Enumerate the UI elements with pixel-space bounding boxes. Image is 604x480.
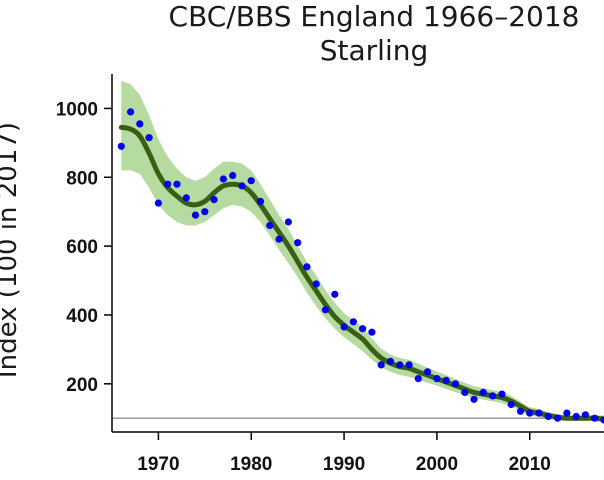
data-point bbox=[219, 175, 227, 183]
y-axis-ticks: 200 400 600 800 1000 bbox=[56, 99, 112, 396]
data-point bbox=[136, 120, 144, 128]
data-point bbox=[405, 361, 413, 369]
data-point bbox=[461, 388, 469, 396]
data-point bbox=[191, 211, 200, 219]
data-point bbox=[154, 199, 162, 207]
y-tick-label: 200 bbox=[66, 375, 98, 396]
data-point bbox=[266, 221, 274, 230]
data-point bbox=[321, 306, 330, 314]
data-point bbox=[294, 239, 302, 247]
data-point bbox=[312, 280, 320, 288]
data-point bbox=[498, 390, 506, 398]
data-point bbox=[359, 325, 367, 333]
x-tick-label: 1990 bbox=[323, 454, 365, 475]
data-point bbox=[489, 392, 497, 400]
data-point bbox=[303, 263, 311, 271]
data-point bbox=[526, 409, 534, 417]
x-tick-label: 2000 bbox=[416, 454, 458, 475]
data-point bbox=[554, 414, 562, 422]
data-point bbox=[535, 409, 543, 417]
data-point bbox=[145, 134, 153, 142]
data-point bbox=[424, 368, 432, 376]
y-tick-label: 400 bbox=[66, 306, 98, 327]
data-point bbox=[201, 208, 209, 216]
data-point bbox=[414, 375, 422, 383]
data-point bbox=[340, 323, 348, 331]
y-tick-label: 800 bbox=[66, 168, 98, 189]
data-point bbox=[470, 395, 478, 403]
data-point bbox=[442, 376, 450, 384]
data-point bbox=[396, 361, 404, 369]
data-point bbox=[377, 361, 385, 369]
data-point bbox=[544, 412, 552, 421]
data-point bbox=[229, 171, 237, 180]
data-point bbox=[563, 409, 571, 417]
axes: 200 400 600 800 1000 1970 1980 1990 2000 2010 bbox=[56, 74, 604, 475]
data-point bbox=[256, 197, 265, 205]
data-point bbox=[516, 407, 525, 415]
y-tick-label: 600 bbox=[66, 237, 98, 258]
data-point bbox=[284, 218, 292, 226]
data-point bbox=[433, 375, 441, 383]
data-point bbox=[600, 416, 604, 424]
trend-line bbox=[118, 124, 604, 422]
data-point bbox=[507, 400, 515, 409]
data-point bbox=[581, 411, 590, 419]
data-point bbox=[572, 412, 580, 421]
data-point bbox=[451, 380, 460, 388]
chart-subtitle: Starling bbox=[320, 34, 429, 67]
confidence-band bbox=[121, 80, 604, 423]
data-point bbox=[331, 290, 339, 298]
data-point bbox=[247, 177, 255, 185]
data-point bbox=[386, 357, 395, 365]
data-point bbox=[479, 388, 487, 396]
data-point bbox=[349, 318, 357, 326]
data-point bbox=[591, 414, 599, 422]
data-point bbox=[368, 328, 376, 336]
x-tick-label: 2010 bbox=[509, 454, 551, 475]
data-point bbox=[210, 196, 218, 204]
data-point bbox=[173, 180, 181, 188]
data-point bbox=[117, 142, 125, 150]
data-points bbox=[117, 108, 604, 424]
y-tick-label: 1000 bbox=[56, 99, 98, 120]
chart-title-group: CBC/BBS England 1966–2018 Starling bbox=[169, 0, 580, 67]
plot-area bbox=[112, 80, 604, 424]
data-point bbox=[164, 180, 172, 188]
chart-title: CBC/BBS England 1966–2018 bbox=[169, 0, 580, 33]
x-axis-ticks: 1970 1980 1990 2000 2010 bbox=[137, 432, 551, 475]
data-point bbox=[182, 194, 190, 202]
x-tick-label: 1970 bbox=[137, 454, 179, 475]
y-axis-label: Index (100 in 2017) bbox=[0, 122, 23, 378]
data-point bbox=[275, 235, 283, 243]
x-tick-label: 1980 bbox=[230, 454, 272, 475]
data-point bbox=[238, 182, 246, 190]
data-point bbox=[127, 108, 135, 116]
